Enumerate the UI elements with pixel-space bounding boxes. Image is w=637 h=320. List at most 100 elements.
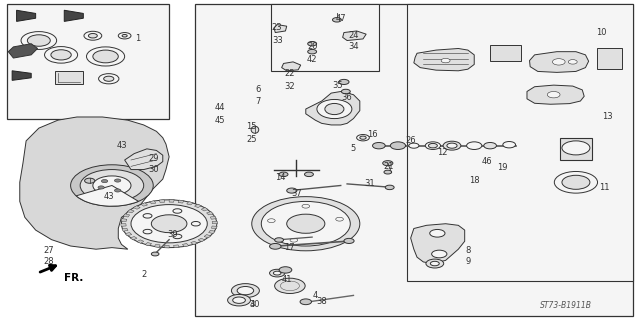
Circle shape [275,238,283,242]
Circle shape [302,204,310,208]
Text: 6: 6 [255,85,261,94]
Text: 7: 7 [255,97,261,106]
Circle shape [552,59,565,65]
Text: 39: 39 [167,230,178,239]
Polygon shape [274,25,287,33]
Polygon shape [306,92,360,125]
Polygon shape [17,10,36,21]
Text: 14: 14 [275,173,285,182]
Polygon shape [182,244,189,247]
Text: 45: 45 [215,116,225,125]
Text: FR.: FR. [64,273,83,283]
Text: 15: 15 [247,122,257,131]
Circle shape [443,141,461,150]
Polygon shape [127,210,134,213]
Circle shape [115,179,121,182]
Circle shape [441,58,450,63]
Circle shape [122,35,127,37]
Circle shape [279,267,292,273]
Polygon shape [123,214,130,217]
Circle shape [562,175,590,189]
Text: 23: 23 [272,23,282,32]
Text: 12: 12 [437,148,448,156]
Circle shape [432,250,447,258]
Circle shape [390,142,406,149]
Text: 19: 19 [497,164,508,172]
Circle shape [279,172,288,177]
Text: 31: 31 [364,180,375,188]
Circle shape [84,31,102,40]
Text: 16: 16 [367,130,378,139]
Circle shape [268,219,275,223]
Polygon shape [174,245,179,248]
Polygon shape [343,31,366,41]
Bar [408,4,633,281]
Text: 17: 17 [285,243,295,252]
Polygon shape [125,233,132,236]
Text: 3: 3 [249,300,254,309]
Polygon shape [154,244,160,247]
Polygon shape [411,224,464,264]
Text: 27: 27 [43,246,54,255]
Circle shape [191,221,200,226]
Text: 9: 9 [465,258,471,267]
Circle shape [118,33,131,39]
Text: ST73-B1911B: ST73-B1911B [540,301,592,310]
Polygon shape [206,212,213,215]
Text: 41: 41 [282,275,292,284]
Text: 34: 34 [348,42,359,52]
Bar [560,138,592,160]
Text: 11: 11 [599,183,610,192]
Circle shape [280,281,299,291]
Text: 40: 40 [250,300,260,309]
Text: 13: 13 [603,113,613,122]
Polygon shape [198,238,205,242]
Polygon shape [414,49,474,71]
Circle shape [333,18,341,22]
Circle shape [554,172,598,193]
Circle shape [87,47,125,66]
Polygon shape [133,206,140,209]
Polygon shape [164,245,169,248]
Text: 30: 30 [148,165,159,174]
Polygon shape [159,200,164,203]
Circle shape [341,89,350,94]
Polygon shape [8,44,38,58]
Polygon shape [212,221,217,224]
Polygon shape [187,202,193,205]
Polygon shape [208,230,215,234]
Polygon shape [529,52,589,72]
Circle shape [466,142,482,149]
Bar [55,71,83,84]
Bar [490,45,520,61]
Circle shape [98,186,104,189]
Text: 44: 44 [215,103,225,112]
Text: 47: 47 [336,14,346,23]
Circle shape [85,178,95,183]
Circle shape [104,76,114,81]
Circle shape [304,172,313,177]
Circle shape [115,189,121,192]
Circle shape [503,141,515,148]
Circle shape [339,79,349,84]
Polygon shape [125,149,163,170]
Text: 43: 43 [103,192,114,201]
Ellipse shape [325,103,344,115]
Polygon shape [121,224,126,226]
Circle shape [27,35,50,46]
Circle shape [287,188,297,193]
Text: 46: 46 [482,157,492,166]
Circle shape [21,32,57,50]
Polygon shape [64,10,83,21]
Text: 28: 28 [43,258,54,267]
Polygon shape [178,200,184,203]
Circle shape [51,50,71,60]
Circle shape [173,209,182,213]
Circle shape [409,143,419,148]
Circle shape [385,185,394,190]
Text: 33: 33 [272,36,283,45]
Text: 42: 42 [307,55,317,64]
Circle shape [344,238,354,244]
Wedge shape [76,186,138,206]
Circle shape [227,294,250,306]
